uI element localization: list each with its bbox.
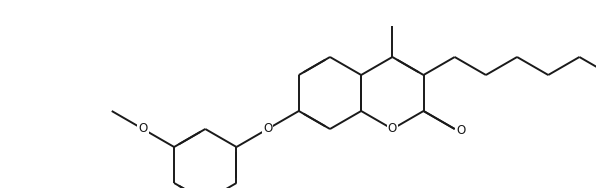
Text: O: O	[263, 123, 272, 136]
Text: O: O	[388, 123, 397, 136]
Text: O: O	[456, 124, 465, 137]
Text: O: O	[138, 123, 148, 136]
